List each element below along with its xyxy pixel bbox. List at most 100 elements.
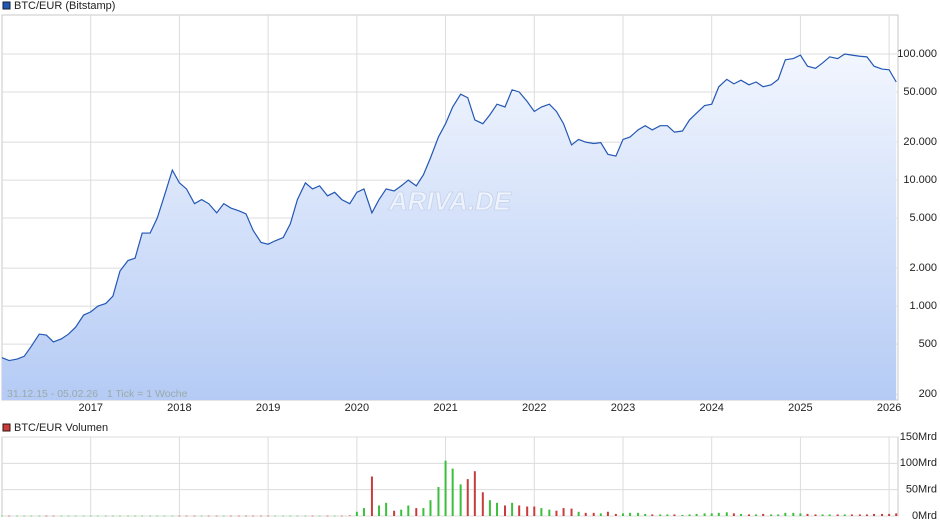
volume-bar	[858, 514, 861, 516]
volume-bar	[637, 512, 640, 516]
volume-bar	[777, 514, 780, 516]
price-area	[2, 54, 897, 400]
x-tick-label: 2020	[345, 402, 369, 414]
volume-bar	[260, 515, 263, 517]
volume-bar	[74, 515, 77, 517]
volume-bar	[126, 515, 129, 517]
volume-bar	[511, 502, 514, 516]
volume-bar	[111, 515, 114, 517]
volume-bar	[178, 515, 181, 517]
volume-bar	[606, 511, 609, 516]
volume-bar	[141, 515, 144, 517]
plot-frame	[1, 436, 899, 517]
price-line	[1, 53, 897, 362]
volume-bar	[481, 492, 484, 516]
volume-bar	[451, 468, 454, 516]
legend-swatch	[2, 423, 11, 432]
volume-bar	[282, 515, 285, 517]
volume-bar	[695, 513, 698, 516]
legend-label: BTC/EUR (Bitstamp)	[14, 0, 115, 12]
volume-bar	[311, 515, 314, 517]
volume-bar	[881, 513, 884, 516]
volume-bar	[577, 511, 580, 516]
volume-bar	[163, 515, 166, 517]
volume-bar	[237, 515, 240, 517]
volume-bar	[23, 515, 26, 517]
x-tick-label: 2021	[433, 402, 457, 414]
volume-bar	[200, 515, 203, 517]
volume-bar	[67, 515, 70, 517]
volume-bar	[207, 515, 210, 517]
volume-bar	[296, 515, 299, 517]
volume-bar	[393, 510, 396, 516]
volume-bar	[422, 508, 425, 516]
volume-bar	[584, 512, 587, 516]
x-tick-label: 2026	[877, 402, 901, 414]
volume-bar	[355, 511, 358, 516]
y-tick-label: 200	[919, 388, 937, 400]
y-tick-label: 100Mrd	[900, 457, 937, 469]
volume-bar	[770, 514, 773, 516]
y-tick-label: 50.000	[903, 86, 937, 98]
volume-bar	[1, 515, 3, 517]
volume-bar	[747, 514, 750, 516]
volume-bar	[89, 515, 92, 517]
volume-bar	[96, 515, 99, 517]
volume-bar	[52, 515, 55, 517]
volume-bar	[526, 506, 529, 516]
volume-bar	[30, 515, 33, 517]
volume-bar	[466, 479, 469, 516]
volume-bar	[666, 514, 669, 516]
y-tick-label: 150Mrd	[900, 431, 937, 443]
volume-bar	[533, 506, 536, 516]
volume-bar	[732, 513, 735, 516]
volume-bar	[762, 513, 765, 516]
volume-bar	[681, 514, 684, 516]
y-tick-label: 5.000	[909, 212, 937, 224]
volume-bar	[16, 515, 19, 517]
volume-bar	[267, 515, 270, 517]
volume-bar	[252, 515, 255, 517]
volume-bar	[185, 515, 188, 517]
volume-bar	[843, 514, 846, 516]
volume-bar	[629, 512, 632, 516]
y-tick-label: 50Mrd	[906, 484, 937, 496]
y-tick-label: 1.000	[909, 300, 937, 312]
volume-bar	[171, 515, 174, 517]
note: 31.12.15 - 05.02.26 1 Tick = 1 Woche	[7, 388, 188, 400]
volume-bar	[873, 513, 876, 516]
volume-bar	[755, 514, 758, 516]
volume-bar	[437, 487, 440, 516]
x-tick-label: 2022	[522, 402, 546, 414]
volume-bar	[725, 512, 728, 516]
volume-bar	[400, 509, 403, 516]
x-tick-label: 2024	[699, 402, 723, 414]
x-tick-label: 2019	[256, 402, 280, 414]
volume-bar	[562, 508, 565, 516]
volume-bar	[118, 515, 121, 517]
volume-bar	[326, 515, 329, 517]
y-tick-label: 100.000	[897, 48, 937, 60]
x-tick-label: 2018	[167, 402, 191, 414]
volume-bar	[518, 505, 521, 516]
volume-bar	[38, 515, 41, 517]
volume-bar	[348, 515, 351, 517]
volume-bar	[621, 513, 624, 516]
volume-bar	[318, 515, 321, 517]
volume-bar	[865, 514, 868, 516]
legend-swatch	[2, 1, 11, 10]
volume-bar	[836, 514, 839, 516]
volume-bar	[570, 508, 573, 516]
volume-bar	[895, 513, 898, 516]
volume-bar	[415, 508, 418, 516]
volume-bar	[370, 476, 373, 516]
volume-bar	[673, 514, 676, 516]
y-tick-label: 0Mrd	[912, 510, 937, 522]
volume-bar	[659, 514, 662, 516]
volume-bar	[703, 513, 706, 516]
volume-bar	[60, 515, 63, 517]
volume-bar	[362, 508, 365, 516]
volume-bar	[644, 513, 647, 516]
volume-bar	[459, 484, 462, 516]
